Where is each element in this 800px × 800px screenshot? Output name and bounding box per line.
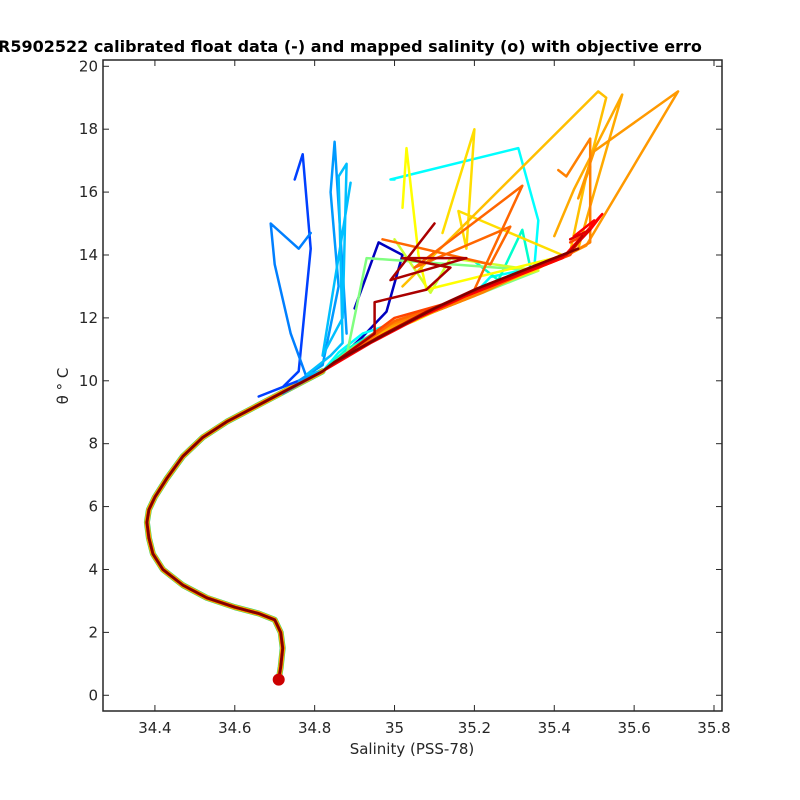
y-tick-label: 18: [79, 120, 98, 138]
y-tick-label: 2: [88, 623, 98, 641]
x-tick-label: 34.6: [218, 719, 251, 737]
x-axis: 34.4 34.6 34.8 35 35.2 35.4 35.6 35.8: [138, 60, 731, 737]
y-axis: 0 2 4 6 8 10 12 14 16 18 20: [79, 57, 722, 704]
y-axis-label: θ ° C: [54, 368, 72, 405]
y-tick-label: 8: [88, 435, 98, 453]
profile-line-20: [145, 234, 584, 681]
profile-line-19: [145, 228, 592, 681]
x-tick-label: 35: [385, 719, 404, 737]
y-tick-label: 4: [88, 560, 98, 578]
y-tick-label: 10: [79, 372, 98, 390]
x-tick-label: 35.8: [697, 719, 730, 737]
profile-line-3: [145, 222, 324, 681]
profile-line-5: [145, 162, 352, 681]
y-tick-label: 16: [79, 183, 98, 201]
x-tick-label: 35.4: [538, 719, 571, 737]
x-tick-label: 35.6: [617, 719, 650, 737]
profile-line-17: [145, 234, 584, 681]
y-tick-label: 12: [79, 309, 98, 327]
y-tick-label: 14: [79, 246, 98, 264]
profile-line-16: [145, 184, 524, 681]
plot-frame: [102, 59, 723, 712]
chart-title: R5902522 calibrated float data (-) and m…: [0, 37, 702, 56]
x-tick-label: 34.4: [138, 719, 171, 737]
profile-line-12: [145, 90, 608, 681]
profile-line-18: [145, 212, 604, 681]
profile-line-22: [145, 247, 580, 681]
x-tick-label: 34.8: [298, 719, 331, 737]
y-tick-label: 20: [79, 57, 98, 75]
deep-point-marker: [272, 673, 285, 686]
profile-line-1: [145, 241, 404, 681]
y-tick-label: 6: [88, 498, 98, 516]
x-axis-label: Salinity (PSS-78): [350, 740, 475, 758]
profile-line-13: [145, 93, 624, 681]
plot-lines: [143, 90, 680, 686]
x-tick-label: 35.2: [458, 719, 491, 737]
y-tick-label: 0: [88, 686, 98, 704]
